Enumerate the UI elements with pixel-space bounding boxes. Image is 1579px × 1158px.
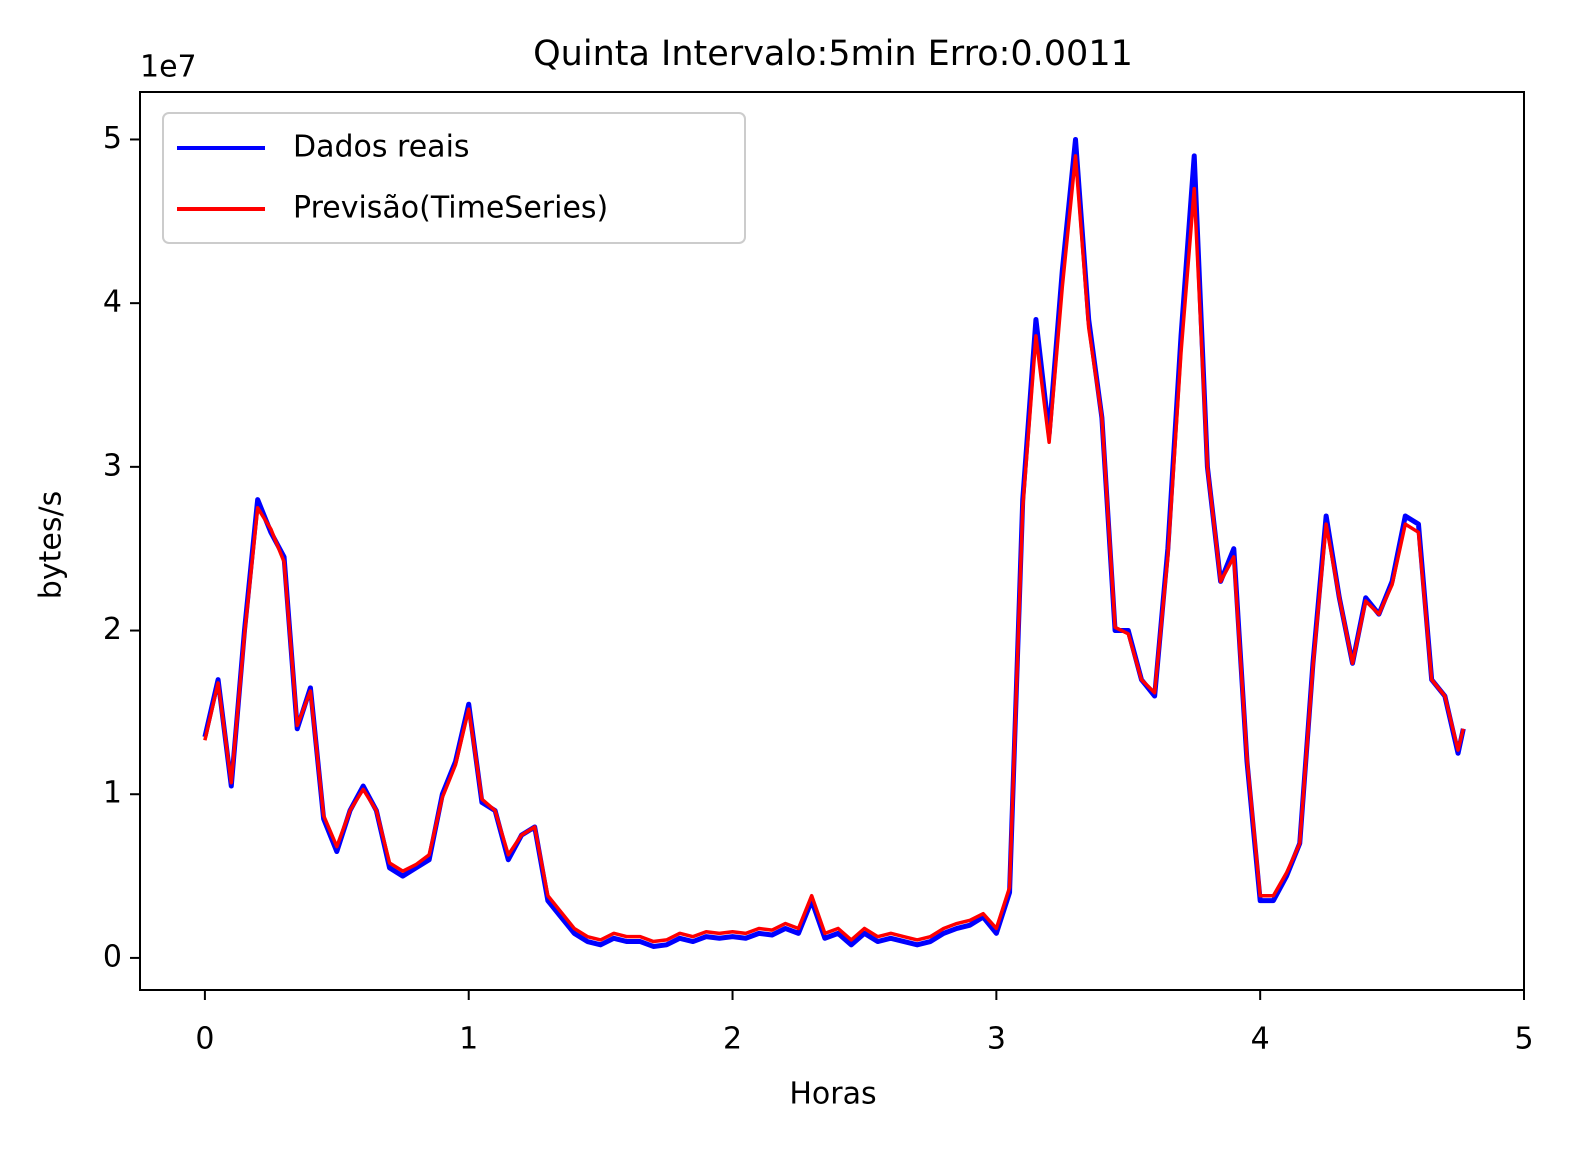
- legend-label: Dados reais: [293, 130, 470, 165]
- y-tick-label: 1: [103, 776, 122, 811]
- x-tick-label: 2: [723, 1022, 742, 1057]
- x-axis-label: Horas: [789, 1077, 876, 1112]
- x-tick-label: 3: [987, 1022, 1006, 1057]
- legend-box: [162, 112, 746, 244]
- x-tick-label: 1: [459, 1022, 478, 1057]
- data-line: [203, 154, 1466, 944]
- x-tick-label: 5: [1514, 1022, 1533, 1057]
- y-axis-label: bytes/s: [34, 491, 69, 599]
- y-tick-label: 5: [103, 121, 122, 156]
- x-tick-label: 0: [195, 1022, 214, 1057]
- y-tick-label: 3: [103, 448, 122, 483]
- y-tick-label: 4: [103, 285, 122, 320]
- x-tick-label: 4: [1251, 1022, 1270, 1057]
- chart-title: Quinta Intervalo:5min Erro:0.0011: [533, 34, 1133, 74]
- y-tick-label: 0: [103, 939, 122, 974]
- y-offset-text: 1e7: [140, 50, 197, 85]
- legend-label: Previsão(TimeSeries): [293, 191, 608, 226]
- y-tick-label: 2: [103, 612, 122, 647]
- data-line: [202, 136, 1466, 949]
- plot-frame: [139, 91, 1525, 991]
